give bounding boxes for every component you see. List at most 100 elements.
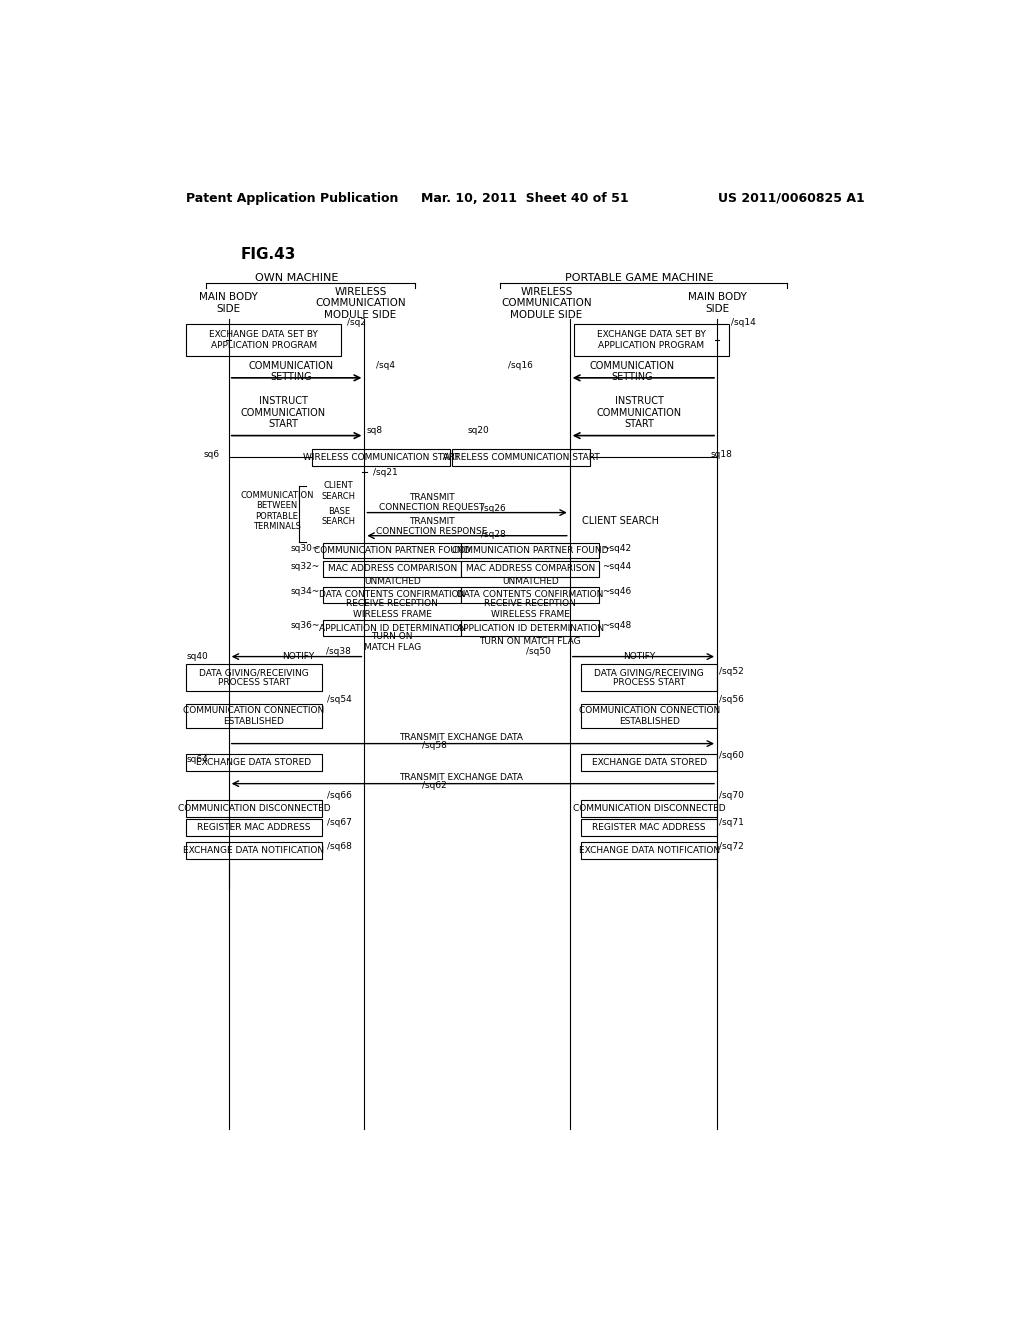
Text: WIRELESS COMMUNICATION START: WIRELESS COMMUNICATION START <box>442 453 599 462</box>
Text: /sq16: /sq16 <box>508 362 532 370</box>
Text: EXCHANGE DATA NOTIFICATION: EXCHANGE DATA NOTIFICATION <box>183 846 325 855</box>
Text: COMMUNICATION CONNECTION
ESTABLISHED: COMMUNICATION CONNECTION ESTABLISHED <box>579 706 720 726</box>
Text: /sq72: /sq72 <box>719 842 743 850</box>
FancyBboxPatch shape <box>186 664 322 692</box>
Text: ~sq44: ~sq44 <box>602 562 632 572</box>
Text: sq30~: sq30~ <box>291 544 321 553</box>
Text: ~sq46: ~sq46 <box>602 587 632 597</box>
Text: EXCHANGE DATA NOTIFICATION: EXCHANGE DATA NOTIFICATION <box>579 846 720 855</box>
FancyBboxPatch shape <box>461 587 599 603</box>
Text: sq20: sq20 <box>467 426 489 434</box>
Text: COMMUNICATION
SETTING: COMMUNICATION SETTING <box>589 360 675 383</box>
Text: /sq54: /sq54 <box>328 696 352 704</box>
Text: TRANSMIT
CONNECTION REQUEST: TRANSMIT CONNECTION REQUEST <box>379 492 484 512</box>
Text: /sq60: /sq60 <box>719 751 743 759</box>
FancyBboxPatch shape <box>324 620 461 636</box>
Text: COMMUNICATION DISCONNECTED: COMMUNICATION DISCONNECTED <box>572 804 725 813</box>
Text: /sq50: /sq50 <box>525 647 551 656</box>
FancyBboxPatch shape <box>461 561 599 577</box>
Text: COMMUNICATION DISCONNECTED: COMMUNICATION DISCONNECTED <box>177 804 331 813</box>
FancyBboxPatch shape <box>461 543 599 558</box>
Text: CLIENT
SEARCH: CLIENT SEARCH <box>322 482 355 500</box>
Text: APPLICATION ID DETERMINATION: APPLICATION ID DETERMINATION <box>318 623 466 632</box>
Text: ~sq48: ~sq48 <box>602 622 632 630</box>
FancyBboxPatch shape <box>582 754 717 771</box>
Text: OWN MACHINE: OWN MACHINE <box>255 273 339 282</box>
FancyBboxPatch shape <box>324 543 461 558</box>
Text: MAC ADDRESS COMPARISON: MAC ADDRESS COMPARISON <box>328 565 457 573</box>
FancyBboxPatch shape <box>186 323 341 356</box>
FancyBboxPatch shape <box>582 800 717 817</box>
FancyBboxPatch shape <box>582 664 717 692</box>
Text: US 2011/0060825 A1: US 2011/0060825 A1 <box>718 191 864 205</box>
Text: /sq66: /sq66 <box>328 792 352 800</box>
FancyBboxPatch shape <box>186 800 322 817</box>
Text: /sq38: /sq38 <box>326 647 350 656</box>
Text: /sq4: /sq4 <box>376 362 395 370</box>
Text: FIG.43: FIG.43 <box>241 247 296 263</box>
Text: REGISTER MAC ADDRESS: REGISTER MAC ADDRESS <box>593 824 706 832</box>
Text: EXCHANGE DATA STORED: EXCHANGE DATA STORED <box>592 758 707 767</box>
Text: sq8: sq8 <box>367 426 383 434</box>
Text: ~sq42: ~sq42 <box>602 544 632 553</box>
Text: /sq14: /sq14 <box>731 318 756 327</box>
Text: Patent Application Publication: Patent Application Publication <box>186 191 398 205</box>
Text: sq40: sq40 <box>186 652 208 661</box>
Text: /sq62: /sq62 <box>423 780 447 789</box>
Text: /sq58: /sq58 <box>423 741 447 750</box>
Text: WIRELESS
COMMUNICATION
MODULE SIDE: WIRELESS COMMUNICATION MODULE SIDE <box>315 286 406 319</box>
Text: INSTRUCT
COMMUNICATION
START: INSTRUCT COMMUNICATION START <box>597 396 682 429</box>
Text: sq34~: sq34~ <box>291 587 321 597</box>
Text: COMMUNICATION PARTNER FOUND: COMMUNICATION PARTNER FOUND <box>314 546 470 554</box>
FancyBboxPatch shape <box>186 818 322 836</box>
Text: sq6: sq6 <box>204 450 220 459</box>
Text: EXCHANGE DATA STORED: EXCHANGE DATA STORED <box>197 758 311 767</box>
Text: NOTIFY: NOTIFY <box>283 652 314 661</box>
Text: WIRELESS COMMUNICATION START: WIRELESS COMMUNICATION START <box>303 453 460 462</box>
Text: DATA GIVING/RECEIVING
PROCESS START: DATA GIVING/RECEIVING PROCESS START <box>594 668 705 688</box>
FancyBboxPatch shape <box>324 587 461 603</box>
FancyBboxPatch shape <box>461 620 599 636</box>
Text: /sq26: /sq26 <box>480 504 506 513</box>
Text: COMMUNICATION PARTNER FOUND: COMMUNICATION PARTNER FOUND <box>452 546 608 554</box>
Text: sq18: sq18 <box>711 450 733 459</box>
FancyBboxPatch shape <box>452 449 590 466</box>
Text: REGISTER MAC ADDRESS: REGISTER MAC ADDRESS <box>198 824 310 832</box>
Text: UNMATCHED: UNMATCHED <box>364 577 421 586</box>
FancyBboxPatch shape <box>582 704 717 729</box>
Text: sq36~: sq36~ <box>291 622 321 630</box>
Text: /sq71: /sq71 <box>719 818 743 828</box>
Text: DATA GIVING/RECEIVING
PROCESS START: DATA GIVING/RECEIVING PROCESS START <box>199 668 309 688</box>
Text: /sq56: /sq56 <box>719 696 743 704</box>
Text: RECEIVE RECEPTION
WIRELESS FRAME: RECEIVE RECEPTION WIRELESS FRAME <box>346 599 438 619</box>
Text: sq32~: sq32~ <box>291 562 321 572</box>
FancyBboxPatch shape <box>324 561 461 577</box>
Text: UNMATCHED: UNMATCHED <box>502 577 559 586</box>
Text: /sq68: /sq68 <box>328 842 352 850</box>
Text: /sq70: /sq70 <box>719 792 743 800</box>
FancyBboxPatch shape <box>573 323 729 356</box>
FancyBboxPatch shape <box>582 818 717 836</box>
FancyBboxPatch shape <box>186 754 322 771</box>
Text: DATA CONTENTS CONFIRMATION: DATA CONTENTS CONFIRMATION <box>319 590 466 599</box>
Text: TURN ON MATCH FLAG: TURN ON MATCH FLAG <box>479 638 581 647</box>
Text: TRANSMIT
CONNECTION RESPONSE: TRANSMIT CONNECTION RESPONSE <box>376 516 487 536</box>
FancyBboxPatch shape <box>186 704 322 729</box>
Text: NOTIFY: NOTIFY <box>624 652 655 661</box>
Text: /sq28: /sq28 <box>480 529 506 539</box>
Text: COMMUNICATION CONNECTION
ESTABLISHED: COMMUNICATION CONNECTION ESTABLISHED <box>183 706 325 726</box>
Text: MAC ADDRESS COMPARISON: MAC ADDRESS COMPARISON <box>466 565 595 573</box>
Text: /sq52: /sq52 <box>719 668 743 676</box>
FancyBboxPatch shape <box>186 842 322 859</box>
Text: EXCHANGE DATA SET BY
APPLICATION PROGRAM: EXCHANGE DATA SET BY APPLICATION PROGRAM <box>597 330 706 350</box>
Text: RECEIVE RECEPTION
WIRELESS FRAME: RECEIVE RECEPTION WIRELESS FRAME <box>484 599 577 619</box>
Text: PORTABLE GAME MACHINE: PORTABLE GAME MACHINE <box>565 273 714 282</box>
Text: /sq2: /sq2 <box>346 318 366 327</box>
Text: WIRELESS
COMMUNICATION
MODULE SIDE: WIRELESS COMMUNICATION MODULE SIDE <box>501 286 592 319</box>
Text: INSTRUCT
COMMUNICATION
START: INSTRUCT COMMUNICATION START <box>241 396 326 429</box>
Text: /sq21: /sq21 <box>373 469 397 477</box>
Text: TRANSMIT EXCHANGE DATA: TRANSMIT EXCHANGE DATA <box>399 733 523 742</box>
Text: COMMUNICATION
BETWEEN
PORTABLE
TERMINALS: COMMUNICATION BETWEEN PORTABLE TERMINALS <box>240 491 313 531</box>
Text: EXCHANGE DATA SET BY
APPLICATION PROGRAM: EXCHANGE DATA SET BY APPLICATION PROGRAM <box>209 330 318 350</box>
Text: sq64: sq64 <box>186 755 208 763</box>
